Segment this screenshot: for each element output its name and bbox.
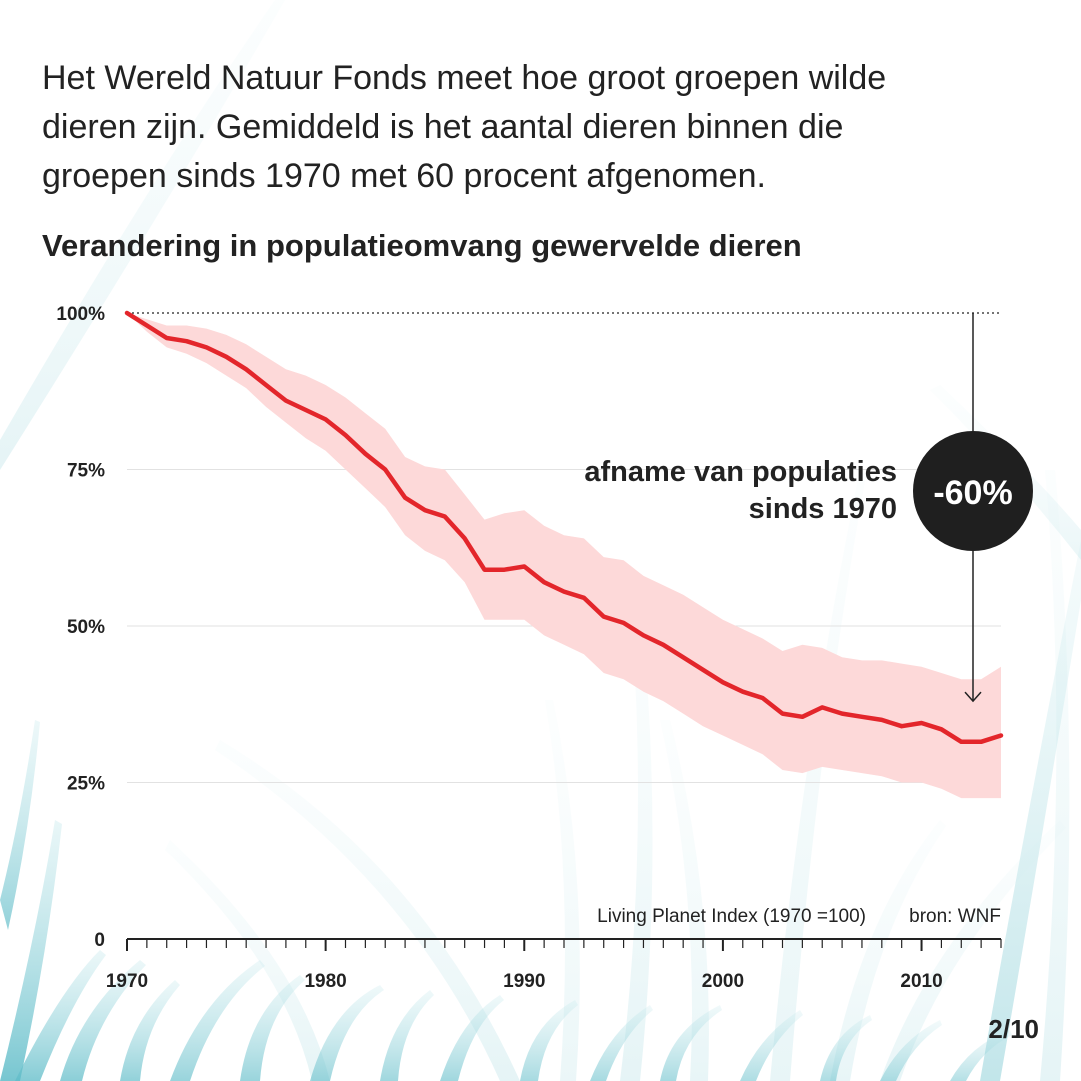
intro-text: Het Wereld Natuur Fonds meet hoe groot g… bbox=[42, 54, 1042, 201]
chart-title: Verandering in populatieomvang gewerveld… bbox=[42, 228, 802, 263]
intro-line: dieren zijn. Gemiddeld is het aantal die… bbox=[42, 108, 844, 146]
decline-badge-text: -60% bbox=[933, 474, 1012, 512]
arrow-head bbox=[964, 691, 982, 703]
y-tick-label: 75% bbox=[67, 461, 105, 482]
x-tick-label: 2010 bbox=[900, 971, 942, 992]
chart-source: bron: WNF bbox=[909, 906, 1001, 927]
x-tick-label: 1970 bbox=[106, 971, 148, 992]
x-tick-label: 1990 bbox=[503, 971, 545, 992]
x-tick-label: 1980 bbox=[304, 971, 346, 992]
x-tick-label: 2000 bbox=[702, 971, 744, 992]
page-indicator: 2/10 bbox=[988, 1014, 1039, 1044]
chart-note: Living Planet Index (1970 =100) bbox=[597, 906, 866, 927]
annotation-line: afname van populaties bbox=[584, 456, 897, 488]
confidence-band bbox=[127, 313, 1001, 799]
decline-badge bbox=[913, 431, 1033, 551]
annotation-line: sinds 1970 bbox=[749, 493, 897, 525]
intro-line: Het Wereld Natuur Fonds meet hoe groot g… bbox=[42, 59, 887, 97]
intro-line: groepen sinds 1970 met 60 procent afgeno… bbox=[42, 157, 766, 195]
y-tick-label: 0 bbox=[94, 930, 105, 951]
y-tick-label: 50% bbox=[67, 617, 105, 638]
y-tick-label: 100% bbox=[56, 304, 105, 325]
y-tick-label: 25% bbox=[67, 774, 105, 795]
series-line-living-planet-index bbox=[124, 310, 1004, 745]
